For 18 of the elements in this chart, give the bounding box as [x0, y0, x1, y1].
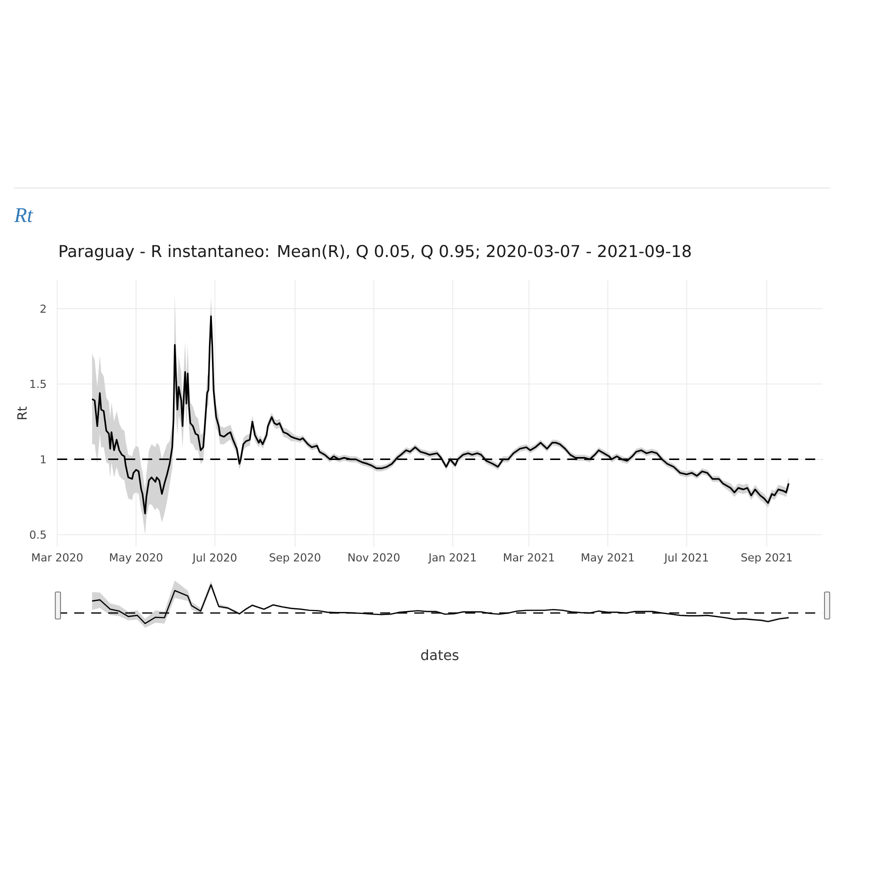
- chart-title: Rt: [14, 208, 34, 222]
- x-tick-label: May 2021: [582, 553, 634, 564]
- x-tick-label: Sep 2021: [741, 553, 792, 564]
- y-tick-label: 0.5: [30, 530, 46, 539]
- x-axis-title: dates: [421, 649, 458, 660]
- x-tick-label: Sep 2020: [270, 553, 320, 564]
- x-tick-label: Jul 2021: [664, 553, 708, 564]
- y-tick-label: 1.5: [30, 380, 46, 388]
- chart-subtitle: Paraguay - R instantaneo: Mean(R), Q 0.05, Q 0.95; 2020-03-07 - 2021-09-18: [60, 244, 691, 260]
- x-tick-label: Jan 2021: [428, 553, 476, 564]
- y-tick-label: 2: [40, 304, 46, 313]
- x-tick-label: Nov 2020: [348, 553, 400, 562]
- y-axis-title: Rt: [17, 406, 27, 420]
- x-tick-label: Jul 2020: [192, 553, 236, 564]
- x-tick-label: Mar 2021: [504, 553, 554, 562]
- x-tick-label: Mar 2020: [32, 553, 82, 562]
- x-tick-label: May 2020: [110, 553, 162, 564]
- y-tick-label: 1: [40, 455, 46, 464]
